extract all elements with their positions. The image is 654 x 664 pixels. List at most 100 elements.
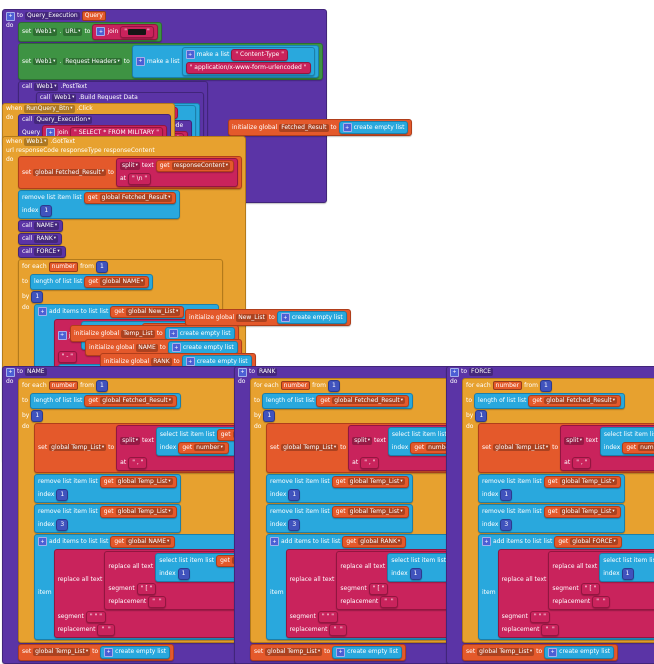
mutator-icon[interactable]: + — [342, 123, 352, 133]
mutator-icon[interactable]: + — [171, 343, 181, 353]
text-string-block[interactable]: " " — [329, 623, 347, 636]
dropdown-field[interactable]: global New_List▾ — [126, 308, 181, 316]
mutator-icon[interactable]: + — [135, 56, 145, 66]
text-literal[interactable]: " \n " — [132, 175, 148, 182]
init-global-fetched-result[interactable]: initialize global Fetched_Result to + create… — [228, 119, 413, 137]
dropdown-field[interactable]: Web1▾ — [52, 94, 77, 102]
number-block[interactable]: 1 — [40, 204, 53, 217]
parameter-chip[interactable]: number — [48, 262, 79, 272]
remove-list-item-block[interactable]: remove list item list get global Fetched_Re… — [18, 189, 181, 219]
number-block[interactable]: 1 — [177, 567, 190, 580]
dropdown-field[interactable]: global Temp_List▾ — [281, 443, 339, 452]
text-literal[interactable]: " - " — [61, 353, 74, 360]
dropdown-field[interactable]: global RANK▾ — [358, 537, 403, 546]
text-string-block[interactable]: " , " — [360, 456, 380, 469]
text-string-block[interactable]: " " — [148, 595, 166, 608]
text-literal[interactable]: " " — [596, 597, 606, 605]
number-block[interactable]: 1 — [409, 567, 422, 580]
dropdown-field[interactable]: global Fetched_Result▾ — [332, 396, 406, 405]
name-field[interactable]: RANK — [151, 358, 172, 366]
number-block[interactable]: 3 — [56, 518, 69, 531]
text-literal[interactable]: " application/x-www-form-urlencoded " — [189, 64, 307, 72]
mutator-icon[interactable]: + — [450, 367, 459, 377]
replace-all-text-block[interactable]: replace all text replace all text select l… — [497, 548, 654, 638]
text-literal[interactable]: " , " — [132, 458, 144, 466]
dropdown-field[interactable]: global Temp_List▾ — [49, 443, 107, 452]
remove-list-item-block[interactable]: remove list item list get global Temp_List ▾… — [266, 473, 413, 503]
dropdown-field[interactable]: RANK ▾ — [34, 235, 59, 243]
mutator-icon[interactable]: + — [482, 537, 491, 547]
mutator-icon[interactable]: + — [96, 27, 106, 37]
dropdown-field[interactable]: global Fetched_Result▾ — [100, 396, 174, 405]
text-literal[interactable]: " " — [384, 597, 394, 605]
for-each-number-loop[interactable]: for each number from 1 to length of list list g… — [462, 377, 654, 643]
call-rank[interactable]: call RANK ▾ — [18, 232, 63, 245]
number-block[interactable]: 1 — [540, 379, 552, 392]
dropdown-field[interactable]: global Temp_List▾ — [477, 648, 535, 656]
parameter-chip[interactable]: number — [280, 380, 311, 391]
length-of-list-block[interactable]: length of list list get global Fetched_Resu… — [30, 392, 182, 409]
dropdown-field[interactable]: global Temp_List▾ — [33, 648, 91, 656]
dropdown-field[interactable]: global Temp_List▾ — [347, 507, 405, 516]
text-literal[interactable]: " , " — [364, 458, 376, 466]
dropdown-field[interactable]: Request Headers ▾ — [63, 57, 122, 66]
text-string-block[interactable]: " " — [592, 595, 610, 608]
text-string-block[interactable]: " " " — [85, 610, 106, 623]
set-global-temp-list-empty[interactable]: set global Temp_List ▾ to + create empty list — [250, 643, 407, 661]
dropdown-field[interactable]: global NAME▾ — [100, 278, 146, 286]
dropdown-field[interactable]: global Temp_List▾ — [115, 507, 173, 516]
name-field[interactable]: NAME — [25, 368, 47, 376]
remove-list-item-block[interactable]: remove list item list get global Temp_List ▾… — [266, 503, 413, 533]
dropdown-field[interactable]: responseContent ▾ — [171, 162, 230, 170]
create-empty-list-block[interactable]: +create empty list — [338, 121, 409, 135]
text-literal[interactable]: " [ " — [140, 584, 153, 592]
redacted-text-string[interactable]: "" — [120, 25, 154, 38]
number-block[interactable]: 1 — [621, 567, 634, 580]
number-block[interactable]: 1 — [475, 409, 488, 422]
text-literal[interactable]: " " — [333, 625, 343, 633]
text-literal[interactable]: " , " — [576, 458, 588, 466]
name-field[interactable]: NAME — [136, 344, 158, 352]
text-literal[interactable]: " " — [152, 597, 162, 605]
dropdown-field[interactable]: Query_Execution ▾ — [34, 116, 93, 124]
number-block[interactable]: 1 — [500, 488, 513, 501]
parameter-chip[interactable]: number — [492, 380, 523, 391]
dropdown-field[interactable]: global Temp_List▾ — [347, 477, 405, 486]
dropdown-field[interactable]: split ▾ — [119, 162, 140, 170]
remove-list-item-block[interactable]: remove list item list get global Temp_List ▾… — [34, 473, 181, 503]
parameter-chip[interactable]: number — [48, 380, 79, 391]
dropdown-field[interactable]: split ▾ — [352, 437, 373, 445]
create-empty-list-block[interactable]: +create empty list — [100, 645, 171, 659]
dropdown-field[interactable]: NAME ▾ — [34, 222, 60, 230]
dropdown-field[interactable]: global Temp_List▾ — [265, 648, 323, 656]
dropdown-field[interactable]: global Fetched_Result▾ — [99, 194, 173, 202]
text-string-block[interactable]: " , " — [572, 456, 592, 469]
text-literal[interactable]: " " " — [533, 612, 546, 620]
split-text-block[interactable]: split ▾ text get responseContent ▾ at " \n " — [115, 157, 238, 187]
make-a-list-block[interactable]: + make a list + make a list " Content-Type "… — [131, 44, 319, 78]
join-text-block[interactable]: +join "" — [92, 23, 158, 40]
number-block[interactable]: 1 — [263, 409, 276, 422]
dropdown-field[interactable]: global FORCE▾ — [570, 537, 618, 546]
text-literal[interactable]: " [ " — [584, 584, 597, 592]
create-empty-list-block[interactable]: +create empty list — [544, 645, 615, 659]
set-global-temp-list-empty[interactable]: set global Temp_List ▾ to + create empty list — [462, 643, 619, 661]
text-string-block[interactable]: " " — [380, 595, 398, 608]
name-field[interactable]: RANK — [257, 368, 278, 376]
get-variable-block[interactable]: get responseContent ▾ — [155, 159, 234, 172]
remove-list-item-block[interactable]: remove list item list get global Temp_List ▾… — [478, 473, 625, 503]
number-block[interactable]: 1 — [31, 290, 44, 303]
